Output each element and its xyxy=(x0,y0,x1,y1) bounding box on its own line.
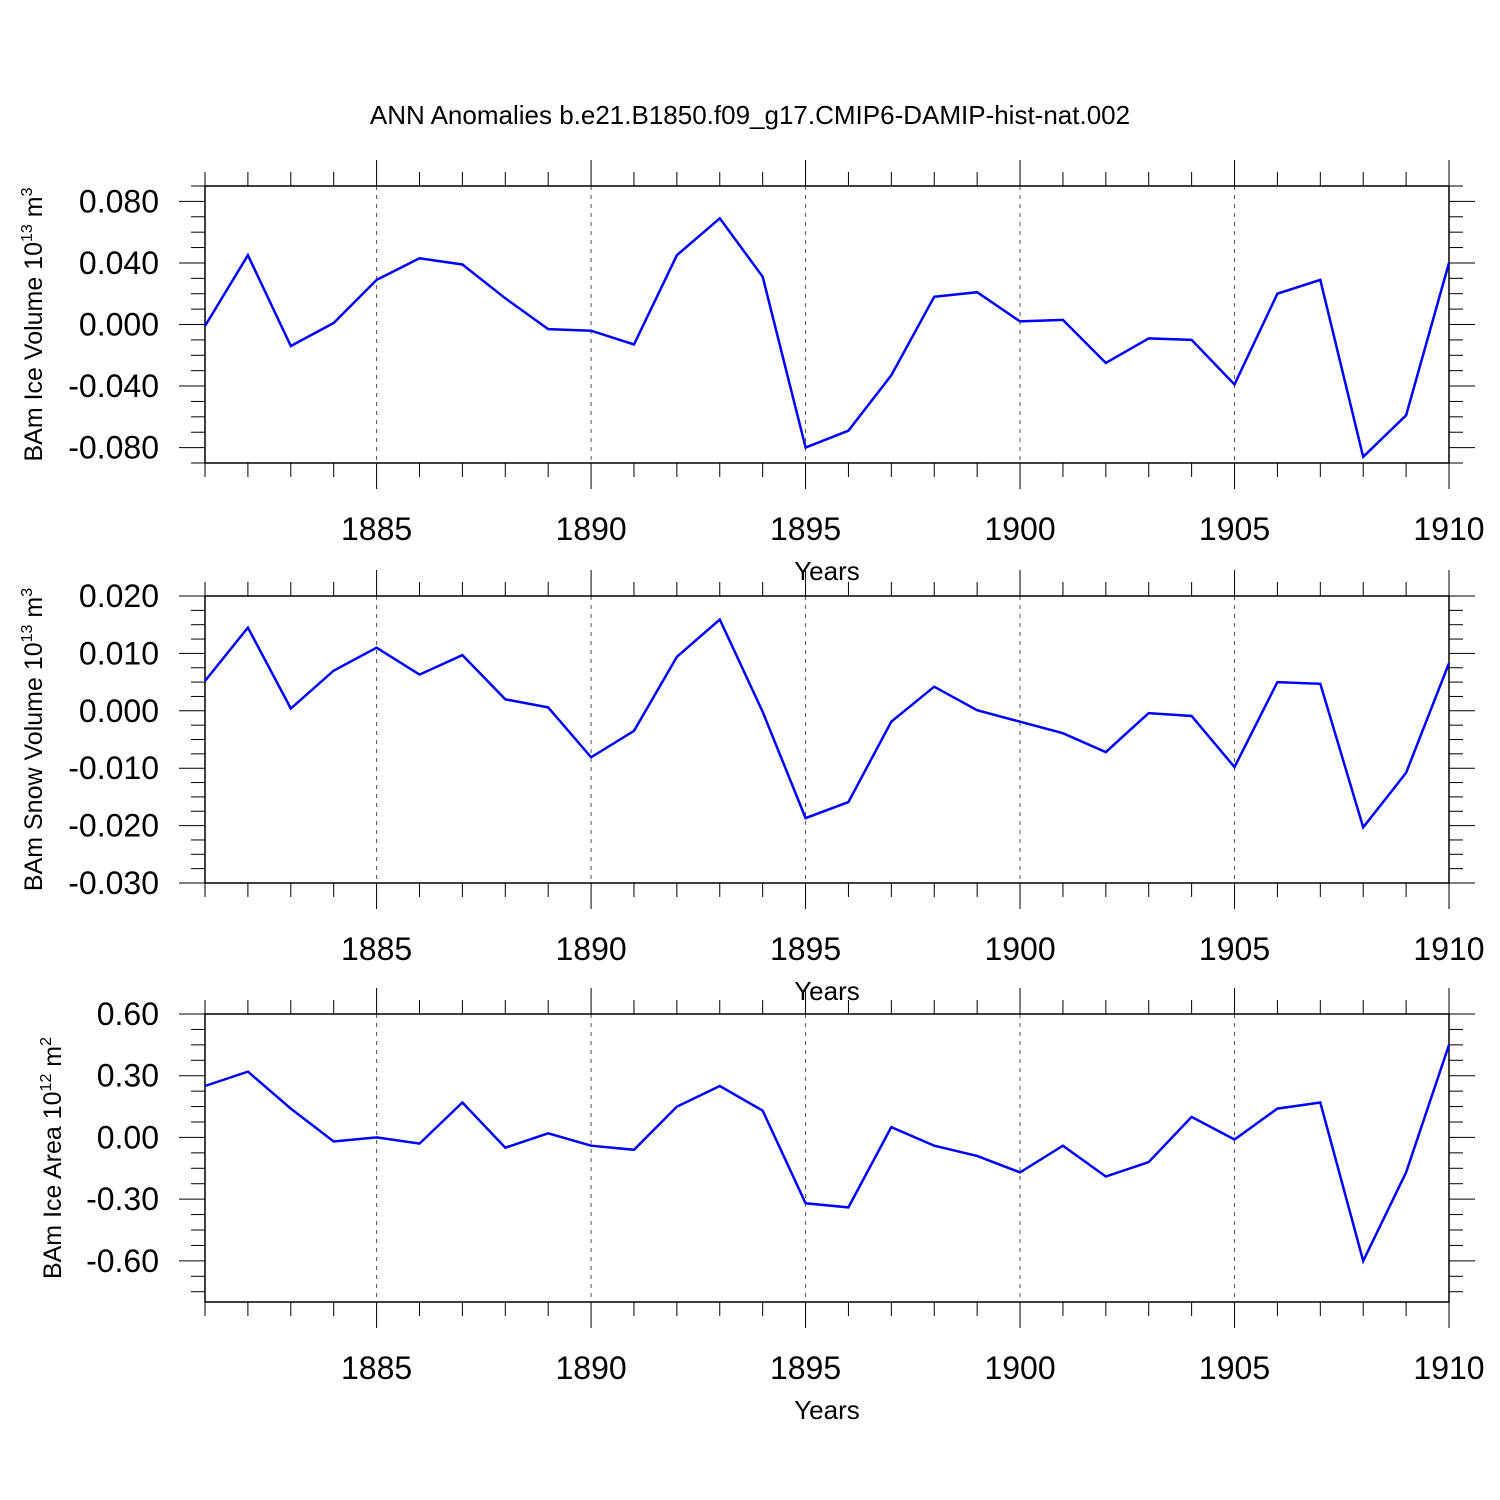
snow-volume-x-tick-label: 1900 xyxy=(984,931,1055,967)
ice-volume-x-axis-label: Years xyxy=(794,556,860,586)
snow-volume-y-tick-label: -0.020 xyxy=(68,808,159,844)
snow-volume-x-tick-label: 1890 xyxy=(555,931,626,967)
snow-volume-x-tick-label: 1910 xyxy=(1413,931,1484,967)
ice-volume-y-tick-label: 0.040 xyxy=(79,245,159,281)
figure-title: ANN Anomalies b.e21.B1850.f09_g17.CMIP6-… xyxy=(370,100,1130,130)
snow-volume-y-tick-label: 0.010 xyxy=(79,635,159,671)
snow-volume-x-tick-label: 1895 xyxy=(770,931,841,967)
ice-area-x-tick-label: 1900 xyxy=(984,1350,1055,1386)
ice-volume-y-tick-label: 0.000 xyxy=(79,307,159,343)
ice-area-y-tick-label: 0.00 xyxy=(97,1119,159,1155)
ice-area-x-tick-label: 1905 xyxy=(1199,1350,1270,1386)
ice-area-y-tick-label: 0.60 xyxy=(97,996,159,1032)
snow-volume-x-tick-label: 1885 xyxy=(341,931,412,967)
ice-area-x-tick-label: 1895 xyxy=(770,1350,841,1386)
ice-volume-x-tick-label: 1885 xyxy=(341,511,412,547)
ice-volume-y-axis-label: BAm Ice Volume 1013 m3 xyxy=(19,187,48,461)
ice-volume-x-tick-label: 1905 xyxy=(1199,511,1270,547)
ice-area-y-axis-label: BAm Ice Area 1012 m2 xyxy=(38,1037,67,1279)
ice-area-x-tick-label: 1890 xyxy=(555,1350,626,1386)
snow-volume-plot-frame xyxy=(204,595,1450,884)
ice-volume-y-tick-label: -0.040 xyxy=(68,368,159,404)
snow-volume-y-tick-label: -0.030 xyxy=(68,865,159,901)
ice-area-y-tick-label: 0.30 xyxy=(97,1058,159,1094)
ice-volume-y-tick-label: -0.080 xyxy=(68,430,159,466)
ice-volume-x-tick-label: 1890 xyxy=(555,511,626,547)
ice-area-y-tick-label: -0.60 xyxy=(86,1243,159,1279)
ice-volume-x-tick-label: 1910 xyxy=(1413,511,1484,547)
ice-area-y-tick-label: -0.30 xyxy=(86,1181,159,1217)
snow-volume-y-tick-label: 0.020 xyxy=(79,578,159,614)
snow-volume-panel: -0.030 -0.020 -0.010 0.000 0.010 0.020 1885 189… xyxy=(19,570,1485,1006)
ice-area-x-tick-label: 1885 xyxy=(341,1350,412,1386)
ice-volume-y-tick-label: 0.080 xyxy=(79,183,159,219)
snow-volume-y-tick-label: -0.010 xyxy=(68,750,159,786)
ice-area-series-line xyxy=(204,1044,1451,1265)
ice-area-plot-frame xyxy=(204,1013,1450,1303)
snow-volume-y-axis-label: BAm Snow Volume 1013 m3 xyxy=(19,588,48,891)
ice-volume-x-tick-label: 1895 xyxy=(770,511,841,547)
snow-volume-y-tick-label: 0.000 xyxy=(79,693,159,729)
ice-volume-series-line xyxy=(203,216,1451,460)
ice-area-panel: -0.60 -0.30 0.00 0.30 0.60 1885 1890 1895 1900 19… xyxy=(38,988,1485,1425)
ice-area-x-axis-label: Years xyxy=(794,1395,860,1425)
ice-volume-x-tick-label: 1900 xyxy=(984,511,1055,547)
snow-volume-series-line xyxy=(204,617,1451,830)
snow-volume-x-tick-label: 1905 xyxy=(1199,931,1270,967)
snow-volume-x-axis-label: Years xyxy=(794,976,860,1006)
ice-area-x-tick-label: 1910 xyxy=(1413,1350,1484,1386)
ice-volume-panel: -0.080 -0.040 0.000 0.040 0.080 1885 1890 1895 1… xyxy=(19,160,1485,586)
